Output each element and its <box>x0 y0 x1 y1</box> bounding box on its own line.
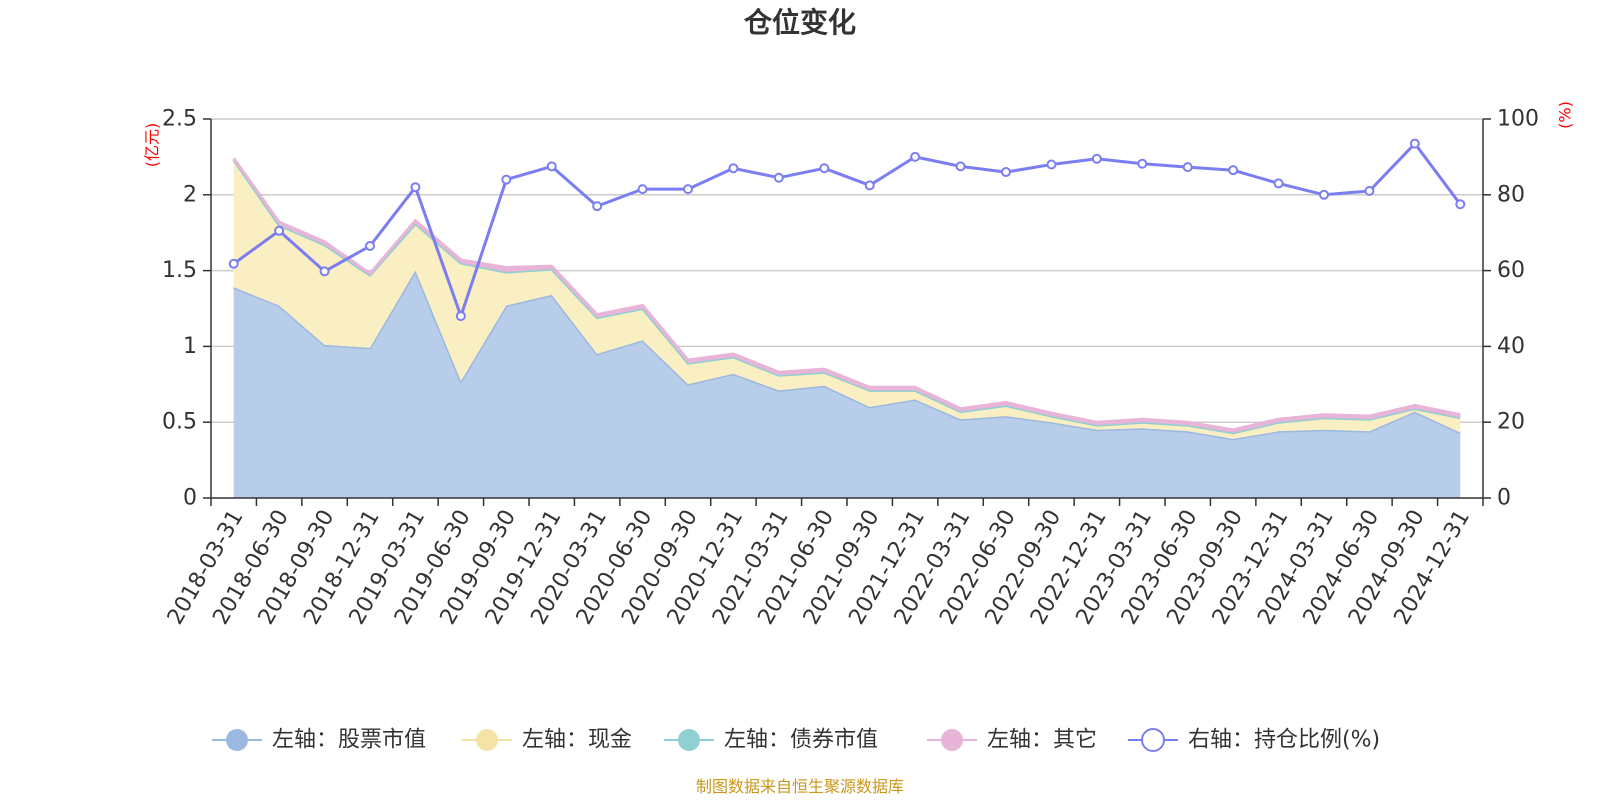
ratio-point <box>955 161 966 172</box>
ratio-point <box>1046 159 1057 170</box>
ratio-point <box>546 161 557 172</box>
left-tick-label: 2.5 <box>162 107 197 132</box>
left-tick-label: 0.5 <box>162 410 197 435</box>
area-左轴：股票市值 <box>233 270 1461 498</box>
legend-label: 左轴：现金 <box>522 728 632 753</box>
ratio-point <box>1409 138 1420 149</box>
legend-marker-icon <box>226 729 248 751</box>
right-tick-label: 20 <box>1497 410 1525 435</box>
legend-item: 左轴：其它 <box>927 728 1097 753</box>
legend-marker-icon <box>941 729 963 751</box>
ratio-point <box>819 163 830 174</box>
ratio-point <box>728 163 739 174</box>
legend-item: 右轴：持仓比例(%) <box>1128 728 1380 753</box>
ratio-point <box>1182 162 1193 173</box>
legend-item: 左轴：现金 <box>462 728 632 753</box>
legend-marker-icon <box>678 729 700 751</box>
ratio-point <box>1364 186 1375 197</box>
right-tick-label: 80 <box>1497 182 1525 207</box>
legend: 左轴：股票市值 左轴：现金 左轴：债券市值 左轴：其它 右轴：持仓比例(%) <box>212 728 1380 753</box>
ratio-point <box>910 151 921 162</box>
stacked-areas <box>232 157 1461 498</box>
area-左轴：现金 <box>233 159 1461 439</box>
left-tick-label: 1 <box>183 334 197 359</box>
legend-marker-icon <box>1141 728 1165 752</box>
source-note: 制图数据来自恒生聚源数据库 <box>696 777 904 796</box>
ratio-point <box>1228 165 1239 176</box>
ratio-point <box>1091 153 1102 164</box>
legend-marker-icon <box>476 729 498 751</box>
right-tick-label: 100 <box>1497 107 1539 132</box>
line-左轴：其它 <box>232 157 1461 432</box>
right-axis-label: (%) <box>1556 101 1575 129</box>
ratio-point <box>864 180 875 191</box>
ratio-point <box>1001 167 1011 178</box>
ratio-point <box>410 182 421 193</box>
left-tick-label: 0 <box>183 486 197 511</box>
chart-title: 仓位变化 <box>744 6 856 39</box>
ratio-point <box>274 225 285 236</box>
right-tick-label: 0 <box>1497 486 1511 511</box>
ratio-point <box>1273 178 1284 189</box>
legend-label: 左轴：其它 <box>987 728 1097 753</box>
ratio-point <box>1137 158 1148 169</box>
ratio-point <box>319 266 330 277</box>
ratio-line <box>232 142 1462 318</box>
ratio-point <box>683 184 693 195</box>
ratio-line-series <box>228 138 1466 322</box>
ratio-point <box>1319 189 1329 200</box>
legend-item: 左轴：债券市值 <box>664 728 878 753</box>
right-tick-label: 60 <box>1497 258 1525 283</box>
ratio-point <box>773 172 784 183</box>
left-axis-label: (亿元) <box>143 123 162 168</box>
ratio-point <box>1455 199 1466 210</box>
legend-label: 左轴：债券市值 <box>724 728 878 753</box>
legend-label: 左轴：股票市值 <box>272 728 426 753</box>
ratio-point <box>501 174 512 185</box>
left-tick-label: 2 <box>183 182 197 207</box>
ratio-point <box>455 311 466 322</box>
left-tick-label: 1.5 <box>162 258 197 283</box>
ratio-point <box>592 201 603 212</box>
ratio-point <box>637 184 648 195</box>
ratio-point <box>365 240 375 251</box>
ratio-point <box>228 258 239 269</box>
legend-label: 右轴：持仓比例(%) <box>1188 728 1380 753</box>
right-tick-label: 40 <box>1497 334 1525 359</box>
legend-item: 左轴：股票市值 <box>212 728 426 753</box>
